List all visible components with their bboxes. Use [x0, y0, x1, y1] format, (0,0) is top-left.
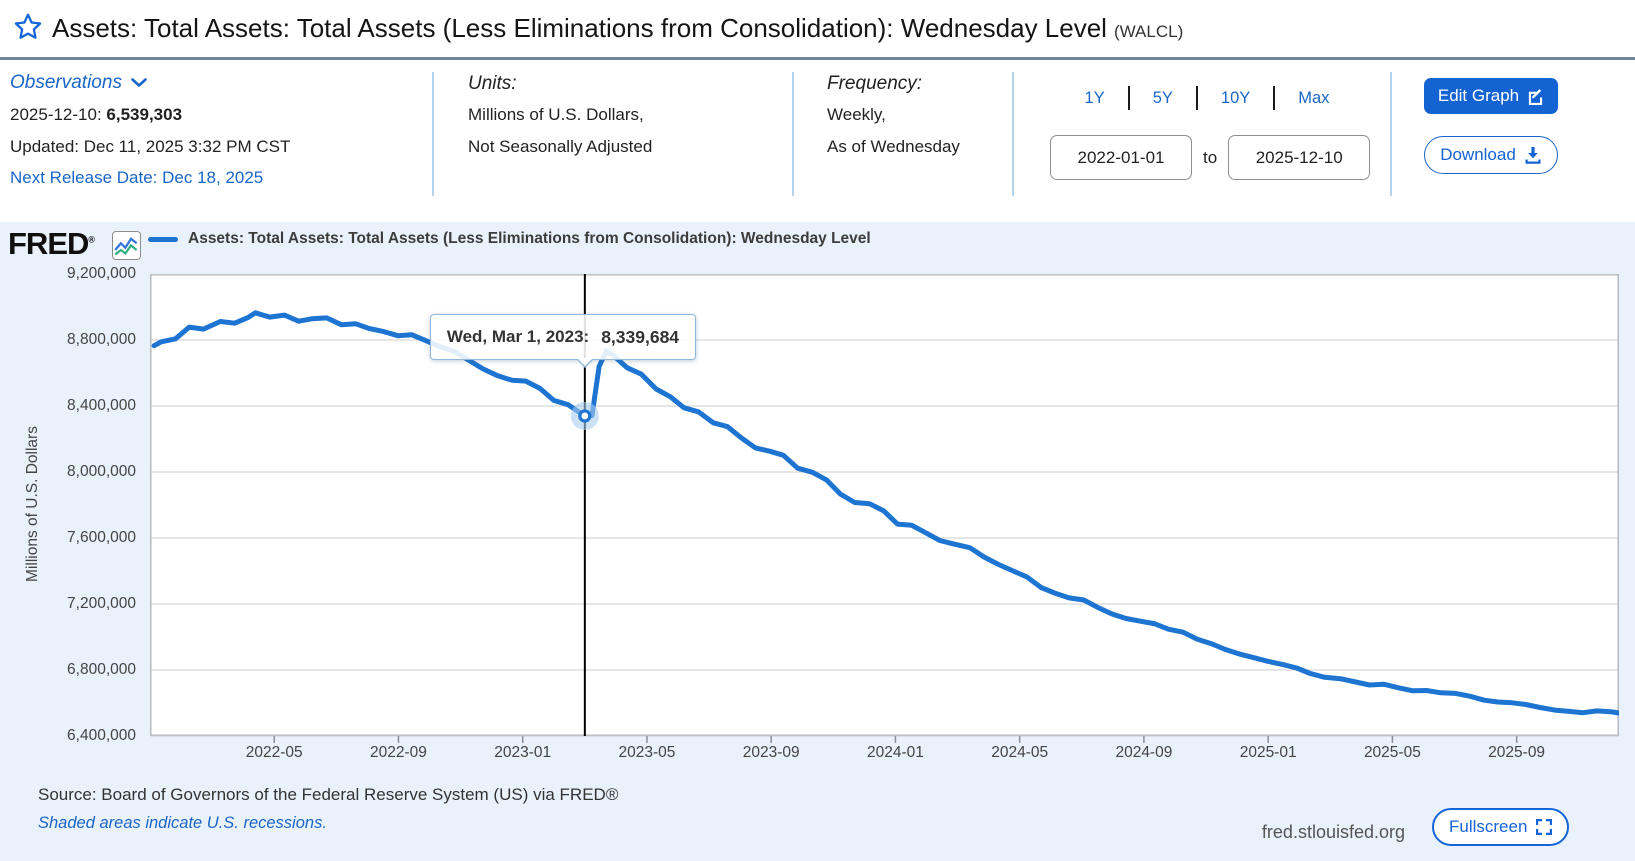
x-tick-label: 2025-01	[1239, 744, 1297, 761]
x-tick-label: 2025-05	[1363, 744, 1421, 761]
tooltip-date-label: Wed, Mar 1, 2023:	[446, 327, 590, 346]
date-range-to-label: to	[1203, 147, 1218, 167]
edit-icon	[1529, 88, 1543, 105]
page-header: Assets: Total Assets: Total Assets (Less…	[0, 0, 1635, 60]
date-range-controls: to	[1050, 135, 1371, 180]
x-tick-label: 2023-01	[494, 744, 552, 761]
tooltip-value: 8,339,684	[601, 326, 680, 347]
favorite-star-icon[interactable]	[13, 12, 43, 42]
x-tick-label: 2024-05	[991, 744, 1049, 761]
y-axis-title: Millions of U.S. Dollars	[24, 426, 41, 582]
x-tick-label: 2024-09	[1115, 744, 1173, 761]
y-tick-label: 8,000,000	[67, 463, 136, 480]
fullscreen-icon	[1536, 819, 1553, 835]
y-tick-label: 8,800,000	[67, 331, 136, 348]
updated-timestamp: Updated: Dec 11, 2025 3:32 PM CST	[10, 137, 291, 156]
meta-divider	[1012, 72, 1014, 196]
legend-line-swatch	[148, 236, 178, 242]
date-range-presets: 1Y 5Y 10Y Max	[1062, 86, 1352, 110]
y-tick-label: 8,400,000	[67, 397, 136, 414]
latest-observation: 2025-12-10: 6,539,303	[10, 105, 182, 125]
preset-separator	[1127, 86, 1130, 110]
range-5y-button[interactable]: 5Y	[1152, 88, 1173, 107]
y-tick-label: 7,200,000	[67, 595, 136, 612]
series-ticker: (WALCL)	[1113, 22, 1184, 41]
frequency-value-line1: Weekly,	[827, 105, 886, 124]
series-line	[151, 310, 1619, 716]
end-date-input[interactable]	[1228, 135, 1371, 180]
x-tick-label: 2025-09	[1488, 744, 1546, 761]
latest-observation-date: 2025-12-10:	[10, 105, 102, 124]
latest-observation-value: 6,539,303	[106, 105, 183, 124]
recession-note-link[interactable]: Shaded areas indicate U.S. recessions.	[38, 814, 327, 832]
chart-legend: Assets: Total Assets: Total Assets (Less…	[148, 230, 871, 248]
frequency-value-line2: As of Wednesday	[827, 137, 960, 156]
x-tick-label: 2022-05	[245, 744, 303, 761]
preset-separator	[1195, 86, 1198, 110]
chevron-down-icon	[131, 78, 147, 87]
y-tick-label: 6,800,000	[67, 661, 136, 678]
range-1y-button[interactable]: 1Y	[1084, 88, 1105, 107]
edit-graph-label: Edit Graph	[1437, 86, 1520, 105]
hover-marker	[578, 409, 592, 423]
download-icon	[1525, 146, 1541, 164]
fred-logo-chart-icon	[112, 231, 141, 260]
edit-graph-button[interactable]: Edit Graph	[1424, 78, 1558, 114]
units-value-line1: Millions of U.S. Dollars,	[468, 105, 644, 124]
y-tick-label: 6,400,000	[67, 727, 136, 744]
y-tick-label: 7,600,000	[67, 529, 136, 546]
tooltip-pointer	[575, 358, 594, 368]
fred-logo: FRED®	[8, 226, 95, 261]
series-title: Assets: Total Assets: Total Assets (Less…	[52, 13, 1107, 43]
fullscreen-label: Fullscreen	[1449, 817, 1528, 836]
fullscreen-button[interactable]: Fullscreen	[1432, 808, 1570, 846]
meta-divider	[432, 72, 434, 196]
observations-label: Observations	[10, 72, 122, 93]
range-max-button[interactable]: Max	[1298, 88, 1330, 107]
preset-separator	[1273, 86, 1276, 110]
x-tick-label: 2024-01	[866, 744, 924, 761]
hover-tooltip: Wed, Mar 1, 2023: 8,339,684	[429, 314, 697, 368]
site-url-label: fred.stlouisfed.org	[1261, 822, 1405, 842]
frequency-label: Frequency:	[827, 73, 923, 94]
chart-region: FRED® Assets: Total Assets: Total Assets…	[0, 222, 1635, 861]
x-tick-label: 2022-09	[370, 744, 427, 761]
y-tick-label: 9,200,000	[67, 265, 136, 282]
units-value-line2: Not Seasonally Adjusted	[468, 137, 653, 156]
legend-series-label: Assets: Total Assets: Total Assets (Less…	[188, 230, 871, 247]
download-button[interactable]: Download	[1424, 136, 1558, 174]
range-10y-button[interactable]: 10Y	[1220, 88, 1251, 107]
units-label: Units:	[468, 73, 517, 94]
plot-area[interactable]	[150, 274, 1619, 744]
download-label: Download	[1440, 145, 1516, 164]
start-date-input[interactable]	[1050, 135, 1192, 180]
x-tick-label: 2023-09	[742, 744, 800, 761]
next-release-link[interactable]: Next Release Date: Dec 18, 2025	[10, 168, 264, 187]
source-attribution: Source: Board of Governors of the Federa…	[38, 785, 619, 804]
observations-dropdown[interactable]: Observations	[10, 72, 147, 94]
x-tick-label: 2023-05	[618, 744, 676, 761]
meta-divider	[792, 72, 794, 196]
plot-background	[150, 274, 1619, 736]
meta-divider	[1390, 72, 1392, 196]
page-title: Assets: Total Assets: Total Assets (Less…	[52, 7, 1183, 53]
